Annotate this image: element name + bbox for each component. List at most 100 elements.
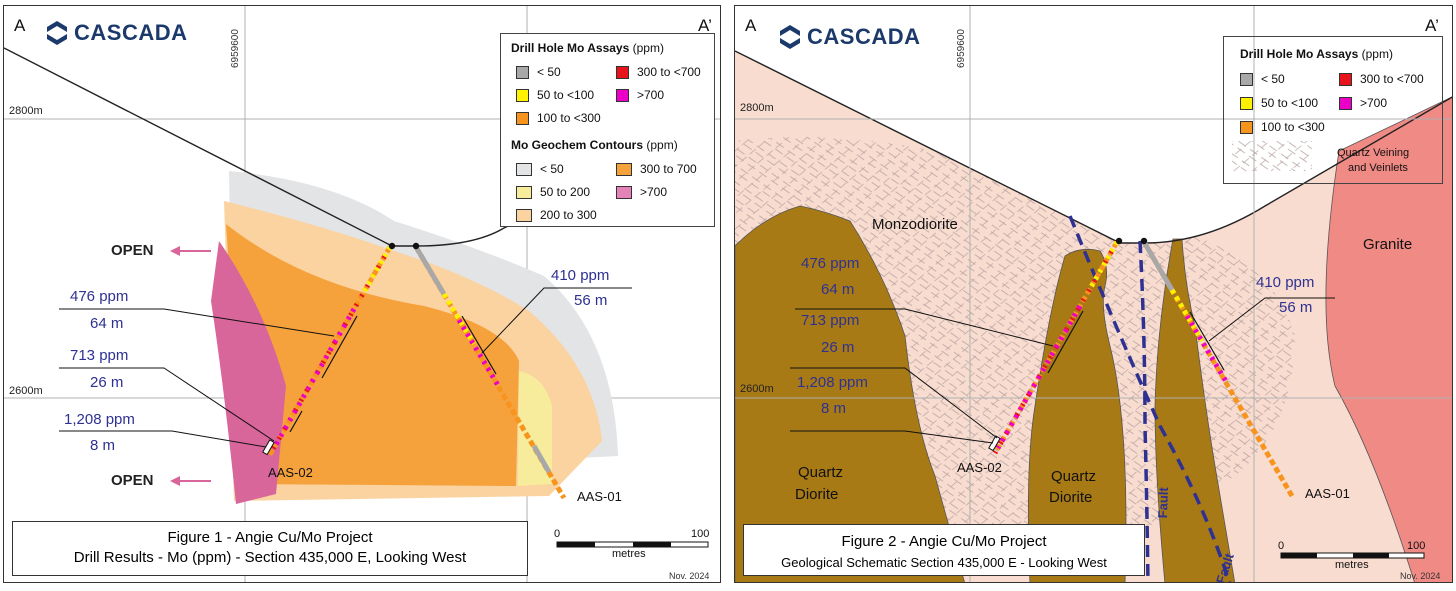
intercept-476-grade: 476 ppm xyxy=(801,255,860,272)
elevation-2600-label: 2600m xyxy=(9,385,43,397)
quartz-diorite-body-3 xyxy=(1154,238,1236,582)
leader-476 xyxy=(59,308,335,337)
legend-assay-title: Drill Hole Mo Assays (ppm) xyxy=(511,41,664,55)
figure-2-section-drawing xyxy=(735,6,1452,582)
collar-aas-02 xyxy=(1115,237,1123,245)
legend-assay-title: Drill Hole Mo Assays (ppm) xyxy=(1240,47,1393,61)
legend-contour-300-700: 300 to 700 xyxy=(616,162,697,176)
legend-vein-swatch xyxy=(1232,141,1312,171)
swatch xyxy=(1339,96,1352,110)
unit-label-quartz-diorite-2-line1: Quartz xyxy=(1051,468,1097,485)
swatch xyxy=(516,88,529,102)
swatch xyxy=(1240,120,1253,134)
northing-label: 6959600 xyxy=(230,29,241,68)
leader-410 xyxy=(1208,297,1335,342)
swatch xyxy=(616,185,632,199)
section-start-label: A xyxy=(14,16,26,35)
intercept-bar-713 xyxy=(289,410,303,433)
collar-aas-01 xyxy=(1140,237,1148,245)
left-arrow-icon xyxy=(170,476,211,486)
legend-contour-title: Mo Geochem Contours (ppm) xyxy=(511,138,678,152)
elevation-2800-label: 2800m xyxy=(740,102,774,114)
figure-1-title-box: Figure 1 - Angie Cu/Mo Project Drill Res… xyxy=(12,521,528,576)
scale-bar xyxy=(1280,552,1425,559)
contour-300-700 xyxy=(226,224,519,486)
unit-label-quartz-diorite-2-line2: Diorite xyxy=(1049,489,1093,506)
intercept-476-grade: 476 ppm xyxy=(70,288,129,305)
swatch xyxy=(516,65,529,79)
intercept-bar-1208 xyxy=(262,439,275,456)
intercept-410-length: 56 m xyxy=(574,292,608,309)
date-label: Nov. 2024 xyxy=(1400,571,1441,581)
intercept-713-grade: 713 ppm xyxy=(70,347,129,364)
figure-1-section-drawing xyxy=(4,6,720,582)
legend-box: Drill Hole Mo Assays (ppm) < 50 300 to <… xyxy=(1223,36,1443,184)
fault-label-1: Fault xyxy=(1155,486,1172,519)
figure-2-title: Figure 2 - Angie Cu/Mo Project xyxy=(841,533,1047,550)
swatch xyxy=(516,162,532,176)
intercept-713-grade: 713 ppm xyxy=(801,312,860,329)
leader-476 xyxy=(795,308,1054,347)
intercept-410-length: 56 m xyxy=(1279,299,1313,316)
legend-assay-gt700: >700 xyxy=(1339,96,1387,110)
figure-1-panel: A A’ CASCADA 6959600 2800m 2600m OPEN OP… xyxy=(3,5,721,583)
elevation-2800-label: 2800m xyxy=(9,105,43,117)
swatch xyxy=(616,162,632,176)
swatch xyxy=(516,185,532,199)
section-end-label: A’ xyxy=(698,16,712,35)
scale-end-label: 100 xyxy=(691,528,710,540)
quartz-diorite-body-1 xyxy=(735,205,965,582)
logo-text: CASCADA xyxy=(74,20,188,45)
legend-vein-label-line2: and Veinlets xyxy=(1348,162,1408,174)
intercept-1208-length: 8 m xyxy=(821,400,847,417)
drill-hole-aas-01-mo xyxy=(456,318,502,389)
intercept-bar-476 xyxy=(321,315,358,379)
intercept-713-length: 26 m xyxy=(821,339,855,356)
drill-hole-aas-02-mo xyxy=(995,304,1083,450)
legend-vein-label-line1: Quartz Veining xyxy=(1337,147,1410,159)
northing-label: 6959600 xyxy=(956,29,967,68)
figure-2-panel: A A’ CASCADA 6959600 2800m 2600m Monzodi… xyxy=(734,5,1453,583)
left-arrow-icon xyxy=(170,246,211,256)
swatch xyxy=(1240,96,1253,110)
legend-contour-lt50: < 50 xyxy=(516,162,564,176)
intercept-bar-476 xyxy=(1047,310,1084,374)
collar-aas-01 xyxy=(412,242,420,250)
logo-text: CASCADA xyxy=(807,24,921,49)
legend-contour-50-200: 50 to 200 xyxy=(516,185,590,199)
elevation-2600-label: 2600m xyxy=(740,383,774,395)
contour-50-200 xyxy=(518,371,552,486)
scale-unit-label: metres xyxy=(1335,559,1369,571)
leader-713 xyxy=(790,367,998,439)
figure-1-subtitle: Drill Results - Mo (ppm) - Section 435,0… xyxy=(73,549,467,566)
figure-2-title-box: Figure 2 - Angie Cu/Mo Project Geologica… xyxy=(743,524,1145,576)
legend-assay-300-700: 300 to <700 xyxy=(1339,72,1424,86)
intercept-476-length: 64 m xyxy=(821,281,855,298)
hole-label-aas-02: AAS-02 xyxy=(957,460,1002,475)
drill-hole-aas-01-mo xyxy=(1184,314,1230,385)
legend-contour-gt700: >700 xyxy=(616,185,667,199)
granite-body xyxy=(1325,96,1452,582)
collar-aas-02 xyxy=(388,242,396,250)
swatch xyxy=(1339,72,1352,86)
open-label-bottom: OPEN xyxy=(111,472,154,489)
intercept-476-length: 64 m xyxy=(90,315,124,332)
open-label-top: OPEN xyxy=(111,242,154,259)
leader-1208 xyxy=(790,430,994,444)
intercept-410-grade: 410 ppm xyxy=(1256,274,1315,291)
figure-2-subtitle: Geological Schematic Section 435,000 E -… xyxy=(781,555,1107,570)
hole-label-aas-02: AAS-02 xyxy=(268,465,313,480)
legend-assay-50-100: 50 to <100 xyxy=(1240,96,1318,110)
fault-line-2 xyxy=(1138,240,1150,582)
drill-hole-aas-02-lowgrade xyxy=(1088,240,1120,289)
swatch xyxy=(616,65,629,79)
legend-assay-gt700: >700 xyxy=(616,88,664,102)
leader-410 xyxy=(481,287,632,354)
figure-1-title: Figure 1 - Angie Cu/Mo Project xyxy=(167,529,373,546)
intercept-bar-410 xyxy=(1189,311,1225,371)
intercept-bar-410 xyxy=(461,315,497,375)
swatch xyxy=(516,208,532,222)
legend-assay-300-700: 300 to <700 xyxy=(616,65,701,79)
scale-bar xyxy=(556,541,709,548)
swatch xyxy=(616,88,629,102)
